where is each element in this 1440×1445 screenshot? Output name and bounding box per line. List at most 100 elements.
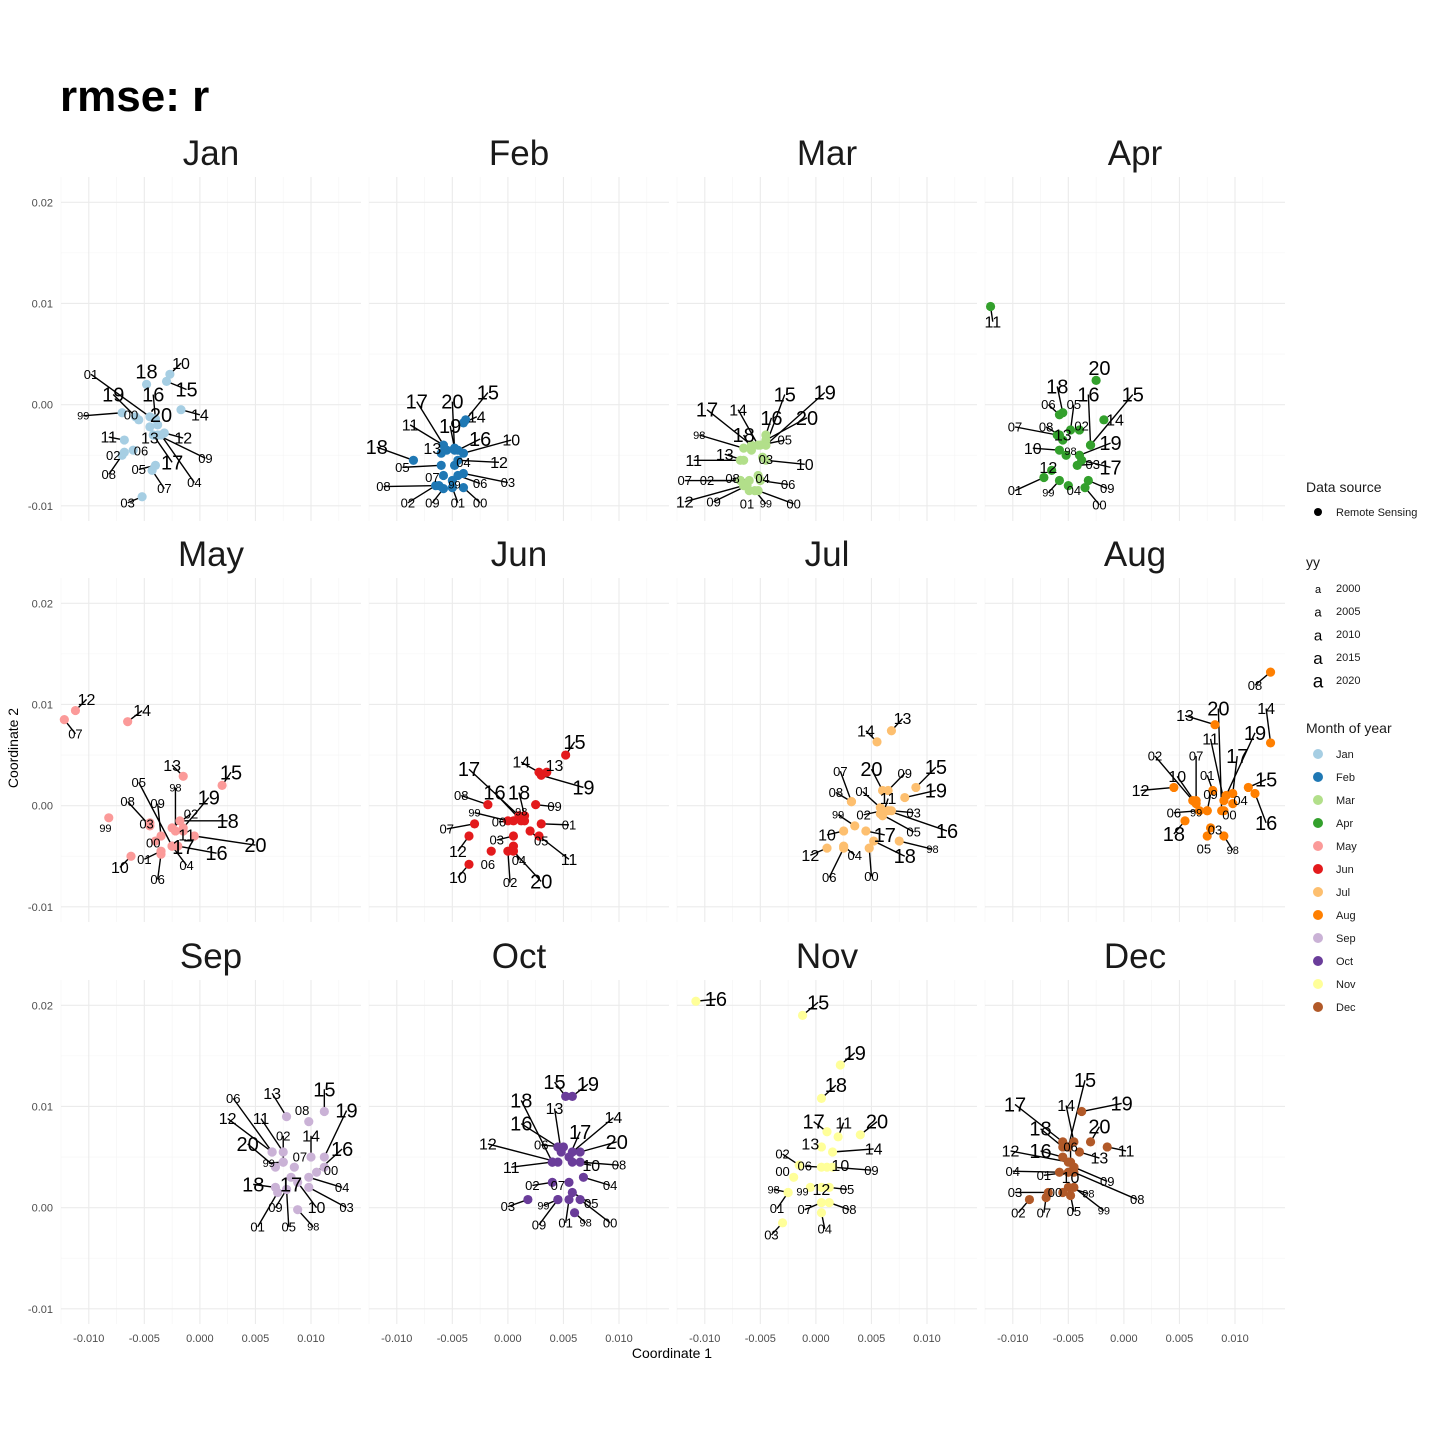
data-point <box>783 1187 793 1198</box>
point-label: 11 <box>1118 1144 1135 1161</box>
data-point <box>1077 455 1087 465</box>
point-label: 19 <box>925 780 947 802</box>
point-label: 99 <box>832 810 844 822</box>
data-point <box>869 836 879 846</box>
data-point <box>137 492 147 502</box>
point-label: 02 <box>184 806 198 821</box>
point-label: 04 <box>1233 793 1247 808</box>
x-tick-label: -0.005 <box>129 1333 160 1345</box>
legend-label-month: Aug <box>1336 910 1356 922</box>
legend-key-month <box>1313 887 1323 897</box>
point-label: 17 <box>803 1112 825 1134</box>
data-point <box>739 443 749 453</box>
point-label: 19 <box>1111 1093 1133 1115</box>
point-label: 15 <box>175 379 197 401</box>
point-label: 15 <box>220 762 242 784</box>
legend-key-month <box>1313 749 1323 759</box>
panel-strip-title: Nov <box>796 937 859 976</box>
point-label: 13 <box>894 711 912 728</box>
data-point <box>816 1208 827 1218</box>
point-label: 18 <box>508 782 530 804</box>
data-point <box>575 1194 585 1205</box>
label-leader-line <box>765 459 805 466</box>
x-tick-label: 0.000 <box>802 1333 830 1345</box>
point-label: 98 <box>307 1222 319 1234</box>
point-label: 08 <box>120 794 134 809</box>
legend-key-month <box>1313 864 1323 874</box>
label-leader-line <box>407 484 437 504</box>
point-label: 06 <box>1167 805 1181 820</box>
label-leader-line <box>257 1192 279 1228</box>
label-leader-line <box>520 1123 559 1148</box>
label-leader-line <box>765 417 808 441</box>
point-label: 05 <box>132 775 146 790</box>
data-point <box>816 1197 827 1208</box>
point-label: 06 <box>134 444 148 459</box>
legend-label-yy: 2020 <box>1336 675 1360 687</box>
label-leader-line <box>156 803 162 837</box>
point-label: 06 <box>1063 1139 1077 1154</box>
data-point <box>1180 816 1190 826</box>
data-point <box>1219 831 1229 841</box>
legend-label-month: Nov <box>1336 979 1356 991</box>
label-leader-line <box>194 835 256 846</box>
data-point <box>816 1142 827 1152</box>
point-label: 11 <box>984 314 1001 331</box>
data-point <box>486 846 496 856</box>
label-leader-line <box>227 1118 273 1153</box>
data-point <box>1169 782 1179 793</box>
label-leader-line <box>1081 459 1111 469</box>
point-label: 15 <box>807 992 829 1014</box>
point-label: 10 <box>818 828 836 845</box>
point-label: 01 <box>855 784 869 799</box>
data-point <box>523 1194 533 1205</box>
data-point <box>789 1172 799 1182</box>
data-point <box>156 430 166 440</box>
data-point <box>822 1127 832 1137</box>
point-label: 10 <box>502 433 520 450</box>
point-label: 18 <box>1046 376 1068 398</box>
point-label: 06 <box>473 476 487 491</box>
point-label: 19 <box>1244 723 1266 745</box>
point-label: 05 <box>1067 397 1081 412</box>
point-label: 00 <box>1222 807 1236 822</box>
data-point <box>567 1187 577 1198</box>
data-point <box>508 831 519 841</box>
point-label: 10 <box>308 1200 326 1217</box>
label-leader-line <box>839 771 853 802</box>
panel-oct: Oct -0.010 -0.005 0.000 0.005 0.010 15 19 18 13 14… <box>368 937 669 1345</box>
point-label: 03 <box>139 816 153 831</box>
point-label: 00 <box>1048 1185 1062 1200</box>
x-tick-label: 0.005 <box>1166 1333 1194 1345</box>
point-label: 02 <box>1148 749 1162 764</box>
data-point <box>746 445 757 455</box>
data-point <box>1065 425 1076 435</box>
point-label: 02 <box>1011 1205 1025 1220</box>
data-point <box>1243 782 1253 793</box>
data-point <box>1210 720 1220 730</box>
legend-key-yy-glyph: a <box>1314 605 1322 620</box>
x-tick-label: 0.005 <box>858 1333 886 1345</box>
panel-jan: Jan -0.01 0.00 0.01 0.02 01 18 10 15 19 16 14 99 00 20… <box>28 134 361 521</box>
point-label: 15 <box>1074 1070 1096 1092</box>
point-label: 20 <box>441 392 463 414</box>
label-leader-line <box>757 489 794 505</box>
data-point <box>273 1187 283 1198</box>
panel-mar: Mar 15 19 17 14 16 20 98 18 05 13 03 11 10 07 02 08 04 06 1… <box>676 134 977 521</box>
point-label: 14 <box>1257 701 1275 718</box>
data-point <box>145 422 155 432</box>
legend-title-data-source: Data source <box>1306 479 1382 495</box>
label-leader-line <box>1090 394 1134 446</box>
data-point <box>1228 799 1238 809</box>
point-label: 10 <box>1024 441 1042 458</box>
point-label: 16 <box>469 429 491 451</box>
point-label: 03 <box>906 805 920 820</box>
point-label: 19 <box>814 383 836 405</box>
label-leader-line <box>579 1198 611 1224</box>
x-tick-label: -0.010 <box>73 1333 104 1345</box>
legend-key-month <box>1313 956 1323 966</box>
data-point <box>431 480 441 491</box>
x-tick-label: 0.010 <box>297 1333 325 1345</box>
point-label: 16 <box>142 385 164 407</box>
data-point <box>126 851 136 861</box>
